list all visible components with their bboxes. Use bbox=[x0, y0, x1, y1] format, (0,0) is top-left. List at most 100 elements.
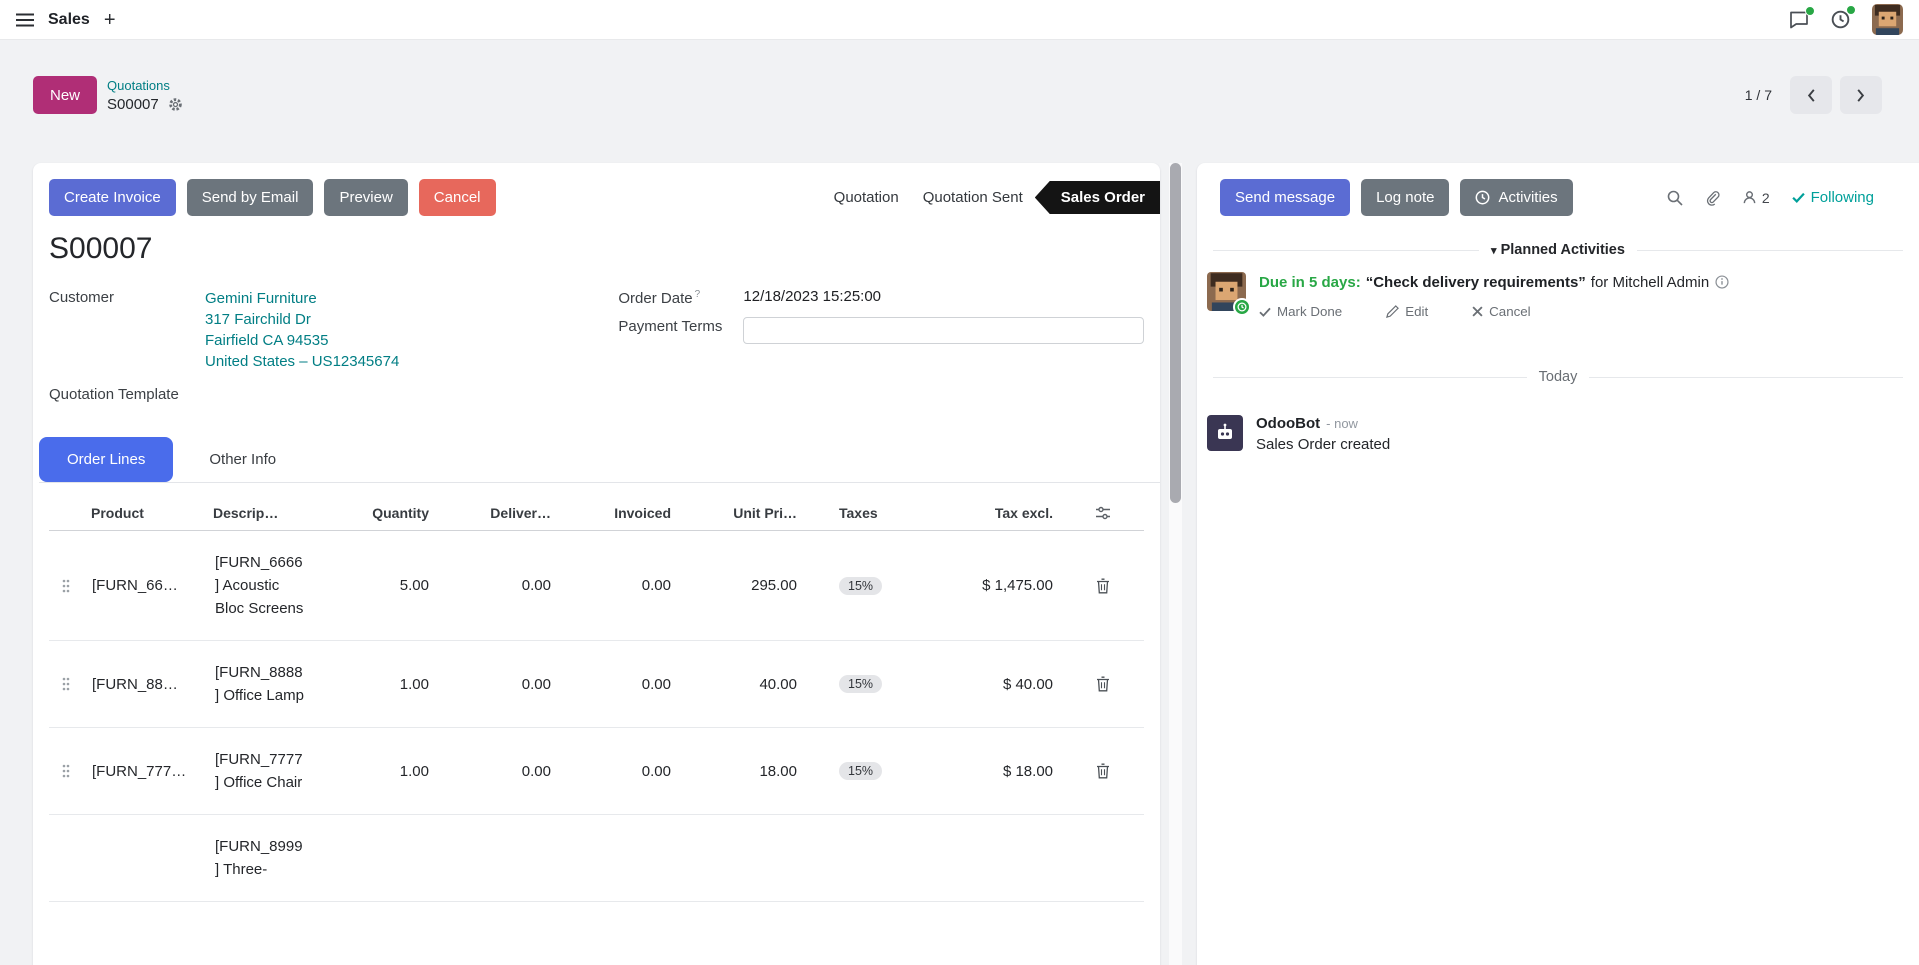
tax-badge[interactable]: 15% bbox=[839, 762, 883, 780]
clock-icon bbox=[1237, 302, 1247, 312]
statusbar: Quotation Quotation Sent Sales Order bbox=[822, 181, 1160, 214]
tax-badge[interactable]: 15% bbox=[839, 675, 883, 693]
new-button[interactable]: New bbox=[33, 76, 98, 114]
messages-menu-button[interactable] bbox=[1789, 5, 1815, 29]
header-description: Descrip… bbox=[213, 504, 279, 521]
chevron-down-icon: ▾ bbox=[1491, 245, 1497, 257]
attach-files-button[interactable] bbox=[1705, 190, 1720, 206]
cell-unit-price[interactable]: 295.00 bbox=[751, 577, 797, 594]
table-row: [FURN_777… [FURN_7777] Office Chair 1.00… bbox=[49, 728, 1144, 815]
tax-badge[interactable]: 15% bbox=[839, 576, 883, 595]
cell-product[interactable]: [FURN_88… bbox=[92, 675, 178, 693]
pager-previous-button[interactable] bbox=[1790, 76, 1832, 114]
customer-name-link[interactable]: Gemini Furniture bbox=[205, 290, 317, 307]
stage-sales-order[interactable]: Sales Order bbox=[1034, 181, 1160, 214]
header-tax-excl: Tax excl. bbox=[994, 504, 1053, 521]
breadcrumb-quotations-link[interactable]: Quotations bbox=[107, 77, 170, 93]
cell-delivered[interactable]: 0.00 bbox=[521, 762, 551, 780]
vertical-scrollbar bbox=[1169, 163, 1182, 965]
search-messages-button[interactable] bbox=[1667, 190, 1683, 206]
cell-description[interactable]: [FURN_8888] Office Lamp bbox=[215, 664, 304, 704]
edit-activity-button[interactable]: Edit bbox=[1386, 304, 1428, 319]
chatter-panel: Send message Log note Activities 2 bbox=[1197, 163, 1919, 965]
delete-row-button[interactable] bbox=[1096, 578, 1110, 594]
followers-icon bbox=[1743, 191, 1756, 204]
customer-street-link[interactable]: 317 Fairchild Dr bbox=[205, 311, 311, 328]
cancel-activity-button[interactable]: Cancel bbox=[1472, 304, 1531, 319]
apps-menu-button[interactable] bbox=[16, 13, 34, 27]
message-author[interactable]: OdooBot bbox=[1256, 415, 1321, 432]
delete-row-button[interactable] bbox=[1096, 763, 1110, 779]
record-settings-button[interactable] bbox=[168, 97, 183, 112]
cell-description[interactable]: [FURN_8999] Three- bbox=[215, 838, 303, 878]
activities-menu-button[interactable] bbox=[1831, 5, 1856, 29]
new-record-plus-button[interactable]: + bbox=[103, 8, 116, 31]
cell-taxes[interactable]: 15% bbox=[805, 762, 945, 780]
cell-delivered[interactable]: 0.00 bbox=[521, 675, 551, 693]
row-drag-handle[interactable] bbox=[62, 764, 70, 778]
pencil-icon bbox=[1386, 305, 1400, 318]
chevron-left-icon bbox=[1807, 88, 1815, 102]
stage-quotation-sent[interactable]: Quotation Sent bbox=[922, 189, 1023, 206]
row-drag-handle[interactable] bbox=[62, 677, 70, 691]
cell-quantity[interactable]: 1.00 bbox=[399, 675, 429, 693]
customer-city-link[interactable]: Fairfield CA 94535 bbox=[205, 332, 329, 349]
cell-taxes[interactable]: 15% bbox=[805, 675, 945, 693]
activities-button[interactable]: Activities bbox=[1460, 179, 1573, 216]
tab-order-lines[interactable]: Order Lines bbox=[39, 437, 174, 482]
chat-bubble-icon bbox=[1790, 11, 1808, 28]
cell-product[interactable]: [FURN_66… bbox=[92, 577, 178, 594]
check-icon bbox=[1259, 307, 1271, 317]
cell-delivered[interactable]: 0.00 bbox=[521, 577, 551, 594]
app-name[interactable]: Sales bbox=[48, 10, 90, 28]
drag-handle-icon bbox=[62, 677, 70, 691]
scrollbar-thumb[interactable] bbox=[1170, 163, 1181, 503]
mark-done-button[interactable]: Mark Done bbox=[1259, 304, 1342, 319]
breadcrumb: Quotations S00007 bbox=[107, 78, 183, 113]
cancel-button[interactable]: Cancel bbox=[418, 179, 496, 216]
cell-tax-excl[interactable]: $ 18.00 bbox=[1002, 762, 1053, 780]
cell-tax-excl[interactable]: $ 1,475.00 bbox=[982, 577, 1053, 594]
delete-row-button[interactable] bbox=[1096, 676, 1110, 692]
cell-product[interactable]: [FURN_777… bbox=[92, 762, 187, 780]
cell-quantity[interactable]: 1.00 bbox=[399, 762, 429, 780]
cell-unit-price[interactable]: 40.00 bbox=[759, 675, 797, 693]
user-avatar bbox=[1872, 4, 1903, 35]
send-message-button[interactable]: Send message bbox=[1220, 179, 1351, 216]
order-date-value[interactable]: 12/18/2023 15:25:00 bbox=[743, 288, 882, 305]
stage-quotation[interactable]: Quotation bbox=[833, 189, 899, 206]
cell-unit-price[interactable]: 18.00 bbox=[759, 762, 797, 780]
message-body: Sales Order created bbox=[1256, 436, 1391, 453]
cell-tax-excl[interactable]: $ 40.00 bbox=[1002, 675, 1053, 693]
header-invoiced: Invoiced bbox=[614, 504, 671, 521]
payment-terms-label: Payment Terms bbox=[618, 318, 723, 335]
log-note-button[interactable]: Log note bbox=[1361, 179, 1450, 216]
create-invoice-button[interactable]: Create Invoice bbox=[49, 179, 176, 216]
optional-columns-button[interactable] bbox=[1095, 506, 1111, 520]
preview-button[interactable]: Preview bbox=[324, 179, 408, 216]
table-row: [FURN_66… [FURN_6666] Acoustic Bloc Scre… bbox=[49, 531, 1144, 641]
customer-country-link[interactable]: United States – US12345674 bbox=[205, 353, 400, 370]
cell-taxes[interactable]: 15% bbox=[805, 576, 945, 595]
order-title[interactable]: S00007 bbox=[49, 232, 153, 265]
tab-other-info[interactable]: Other Info bbox=[173, 437, 312, 482]
activity-summary: “Check delivery requirements” bbox=[1365, 274, 1586, 291]
send-by-email-button[interactable]: Send by Email bbox=[186, 179, 314, 216]
cell-description[interactable]: [FURN_6666] Acoustic Bloc Screens bbox=[215, 554, 304, 617]
user-avatar-button[interactable] bbox=[1872, 4, 1903, 35]
planned-activities-header[interactable]: ▾ Planned Activities bbox=[1213, 242, 1903, 258]
drag-handle-icon bbox=[62, 579, 70, 592]
followers-button[interactable]: 2 bbox=[1742, 190, 1770, 206]
quotation-template-label: Quotation Template bbox=[49, 386, 179, 403]
payment-terms-input[interactable] bbox=[743, 317, 1144, 344]
pager-next-button[interactable] bbox=[1840, 76, 1882, 114]
following-button[interactable]: Following bbox=[1791, 189, 1874, 206]
row-drag-handle[interactable] bbox=[62, 579, 70, 593]
cell-invoiced[interactable]: 0.00 bbox=[641, 577, 671, 594]
order-date-label: Order Date? bbox=[618, 289, 701, 307]
cell-invoiced[interactable]: 0.00 bbox=[641, 762, 671, 780]
drag-handle-icon bbox=[62, 764, 70, 778]
cell-invoiced[interactable]: 0.00 bbox=[641, 675, 671, 693]
cell-quantity[interactable]: 5.00 bbox=[399, 577, 429, 594]
cell-description[interactable]: [FURN_7777] Office Chair bbox=[215, 751, 303, 791]
